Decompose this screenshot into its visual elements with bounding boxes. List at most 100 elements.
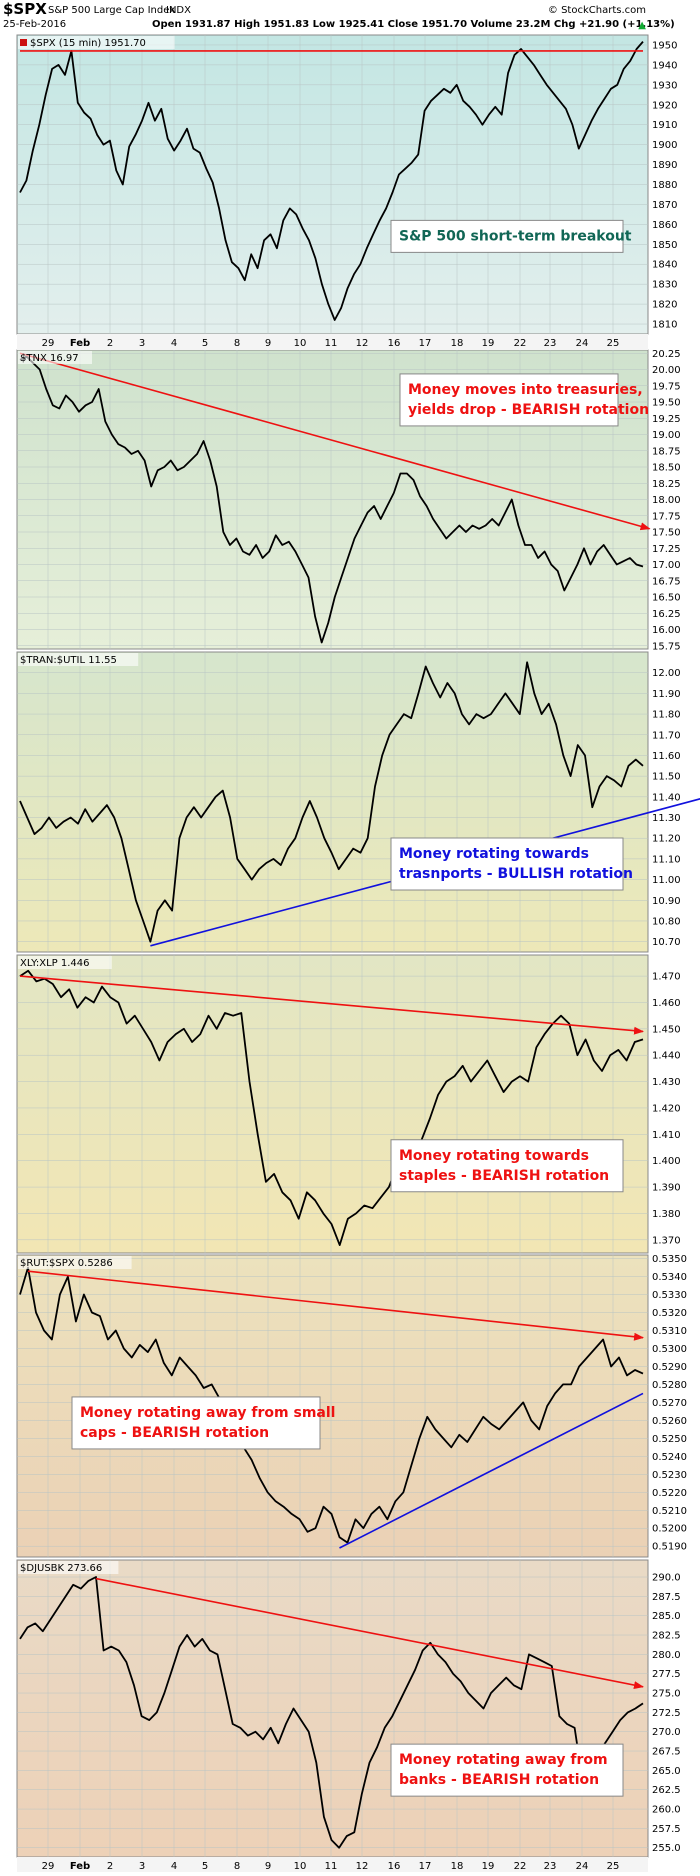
series-marker-icon (20, 39, 27, 46)
y-tick-label: 0.5330 (652, 1290, 687, 1301)
y-tick-label: 11.90 (652, 689, 681, 700)
y-tick-label: 17.50 (652, 528, 681, 539)
y-tick-label: 0.5190 (652, 1542, 687, 1553)
x-tick-label: 8 (234, 1861, 240, 1872)
price-line (19, 355, 644, 644)
red-trendline (19, 975, 644, 1035)
x-tick-label: 3 (139, 1861, 145, 1872)
y-tick-label: 17.25 (652, 544, 681, 555)
y-tick-label: 11.10 (652, 854, 681, 865)
y-tick-label: 11.80 (652, 710, 681, 721)
y-tick-label: 1.420 (652, 1103, 681, 1114)
ohlc-line: Open 1931.87 High 1951.83 Low 1925.41 Cl… (152, 19, 675, 30)
x-tick-label: 4 (171, 338, 177, 349)
y-tick-label: 1.410 (652, 1130, 681, 1141)
annotation-text: caps - BEARISH rotation (80, 1425, 269, 1441)
x-tick-label: 12 (356, 1861, 369, 1872)
annotation-box (390, 219, 624, 253)
panel-2: 20.25 20.00 19.75 19.50 19.25 19.00 18.75 18.50… (16, 349, 681, 652)
panel-background (16, 1559, 649, 1858)
y-tick-label: 19.75 (652, 381, 681, 392)
x-tick-label: 16 (388, 1861, 401, 1872)
y-tick-label: 0.5310 (652, 1326, 687, 1337)
y-tick-label: 11.70 (652, 730, 681, 741)
x-axis-top: 29 Feb 2 3 4 5 8 9 10 11 12 16 17 18 19 22 23 24 25 (17, 334, 648, 350)
y-tick-label: 1810 (652, 320, 677, 331)
y-tick-label: 1.440 (652, 1051, 681, 1062)
y-tick-label: 17.00 (652, 560, 681, 571)
symbol-name: S&P 500 Large Cap Index (48, 5, 175, 16)
y-tick-label: 275.0 (652, 1689, 681, 1700)
panel-label: XLY:XLP 1.446 (20, 958, 90, 969)
y-tick-label: 10.80 (652, 916, 681, 927)
y-tick-label: 0.5240 (652, 1452, 687, 1463)
symbol-title: $SPX (3, 0, 47, 18)
panel-label: $TRAN:$UTIL 11.55 (20, 655, 117, 666)
x-tick-label: 5 (202, 338, 208, 349)
annotation-text: staples - BEARISH rotation (399, 1168, 609, 1184)
y-tick-label: 1840 (652, 260, 677, 271)
y-tick-label: 1900 (652, 140, 677, 151)
panel-background (16, 651, 649, 953)
panel-label-bg (18, 1561, 119, 1574)
x-tick-label: 19 (482, 338, 495, 349)
y-tick-label: 0.5200 (652, 1524, 687, 1535)
y-tick-label: 267.5 (652, 1747, 681, 1758)
y-tick-label: 1.390 (652, 1183, 681, 1194)
y-tick-label: 10.90 (652, 896, 681, 907)
panel-5: 0.5350 0.5340 0.5330 0.5320 0.5310 0.5300 0.52… (16, 1254, 687, 1558)
y-tick-label: 16.50 (652, 593, 681, 604)
annotation-box (71, 1396, 321, 1450)
red-trendline (19, 352, 651, 531)
x-tick-label: 22 (514, 1861, 527, 1872)
x-tick-label: Feb (70, 338, 90, 349)
price-line (19, 661, 644, 943)
y-tick-label: 1.400 (652, 1156, 681, 1167)
x-tick-label: 17 (419, 338, 432, 349)
y-tick-label: 18.50 (652, 463, 681, 474)
annotation-box (390, 837, 624, 891)
y-tick-label: 0.5220 (652, 1488, 687, 1499)
y-tick-label: 262.5 (652, 1785, 681, 1796)
y-tick-label: 19.50 (652, 398, 681, 409)
y-tick-label: 1.370 (652, 1235, 681, 1246)
x-tick-label: 25 (607, 338, 620, 349)
axis-strip (17, 1857, 648, 1872)
x-tick-label: 9 (265, 1861, 271, 1872)
annotation-text: Money rotating away from (399, 1752, 608, 1768)
x-tick-label: 8 (234, 338, 240, 349)
panel-label-bg (18, 36, 175, 49)
x-axis-bottom: 29 Feb 2 3 4 5 8 9 10 11 12 16 17 18 19 22 23 24 25 (17, 1857, 648, 1872)
y-tick-label: 19.25 (652, 414, 681, 425)
y-tick-label: 1860 (652, 220, 677, 231)
date-label: 25-Feb-2016 (3, 19, 66, 30)
panel-background (16, 954, 649, 1254)
panel-label-bg (18, 351, 92, 364)
y-tick-label: 257.5 (652, 1824, 681, 1835)
y-tick-label: 16.00 (652, 625, 681, 636)
annotation-text: Money rotating towards (399, 1148, 589, 1164)
y-tick-label: 20.00 (652, 365, 681, 376)
annotation-text: yields drop - BEARISH rotation (408, 402, 649, 418)
y-tick-label: 1850 (652, 240, 677, 251)
exchange-label: INDX (166, 5, 191, 16)
panel-label: $RUT:$SPX 0.5286 (20, 1258, 113, 1269)
y-tick-label: 0.5280 (652, 1380, 687, 1391)
y-tick-label: 1870 (652, 200, 677, 211)
annotation-text: S&P 500 short-term breakout (399, 228, 632, 244)
panel-1: 1950 1940 1930 1920 1910 1900 1890 1880 1870 1860… (16, 34, 677, 335)
y-tick-label: 17.75 (652, 511, 681, 522)
x-tick-label: 16 (388, 338, 401, 349)
annotation-text: Money rotating towards (399, 846, 589, 862)
annotation-box (390, 1139, 624, 1193)
x-tick-label: 23 (544, 338, 557, 349)
annotation-text: Money moves into treasuries, (408, 382, 643, 398)
y-tick-label: 0.5290 (652, 1362, 687, 1373)
y-tick-label: 265.0 (652, 1766, 681, 1777)
x-tick-label: 3 (139, 338, 145, 349)
panel-label-bg (18, 1256, 132, 1269)
y-tick-label: 19.00 (652, 430, 681, 441)
x-tick-label: 10 (294, 338, 307, 349)
y-tick-label: 1830 (652, 280, 677, 291)
